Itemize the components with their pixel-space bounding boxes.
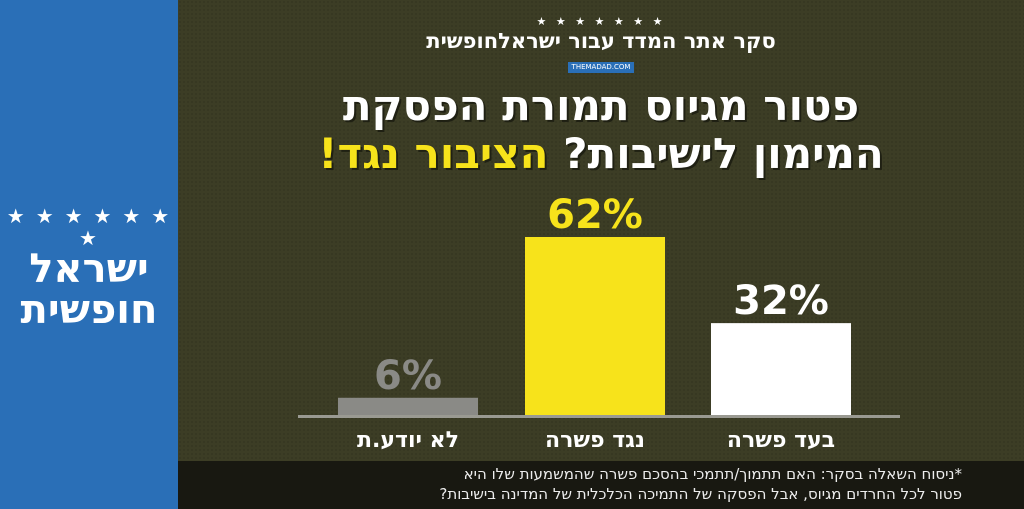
masthead-title: סקר אתר המדד עבור ישראלחופשית: [426, 29, 776, 53]
sidebar: ★ ★ ★ ★ ★ ★ ★ ישראל חופשית: [0, 0, 178, 509]
main-panel: ★ ★ ★ ★ ★ ★ ★ סקר אתר המדד עבור ישראלחופ…: [178, 0, 1024, 509]
masthead: ★ ★ ★ ★ ★ ★ ★ סקר אתר המדד עבור ישראלחופ…: [178, 16, 1024, 73]
headline-line1: פטור מגיוס תמורת הפסקת: [342, 81, 860, 130]
footnote-line2: פטור לכל החרדים מגיוס, אבל הפסקה של התמי…: [439, 485, 962, 503]
masthead-stars: ★ ★ ★ ★ ★ ★ ★: [536, 15, 666, 28]
footnote-line1: *ניסוח השאלה בסקר: האם תתמוך/תתמכי בהסכם…: [463, 465, 962, 483]
logo-line1: ישראל: [29, 246, 149, 292]
data-label-0: 32%: [733, 278, 829, 324]
headline: פטור מגיוס תמורת הפסקת המימון לישיבות? ה…: [178, 82, 1024, 178]
data-label-1: 62%: [547, 192, 643, 238]
bar-2: [338, 397, 478, 415]
headline-line2: המימון לישיבות? הציבור נגד!: [178, 130, 1024, 178]
bar-0: [711, 323, 851, 415]
category-label-2: לא יודע.ת: [357, 428, 459, 453]
headline-line2-yellow: הציבור נגד!: [318, 129, 549, 178]
bar-chart: 32% בעד פשרה 62% נגד פשרה 6% לא יודע.ת: [298, 192, 900, 453]
data-label-2: 6%: [374, 353, 442, 399]
bar-1: [525, 237, 665, 415]
logo-stars: ★ ★ ★ ★ ★ ★ ★: [6, 204, 172, 250]
israel-hofshit-logo: ★ ★ ★ ★ ★ ★ ★ ישראל חופשית: [0, 205, 178, 331]
headline-line2-white: המימון לישיבות?: [563, 129, 884, 178]
category-label-0: בעד פשרה: [727, 428, 835, 453]
footnote: *ניסוח השאלה בסקר: האם תתמוך/תתמכי בהסכם…: [178, 461, 1024, 509]
masthead-site: THEMADAD.COM: [567, 62, 635, 73]
logo-line2: חופשית: [20, 287, 158, 333]
category-label-1: נגד פשרה: [545, 428, 645, 453]
